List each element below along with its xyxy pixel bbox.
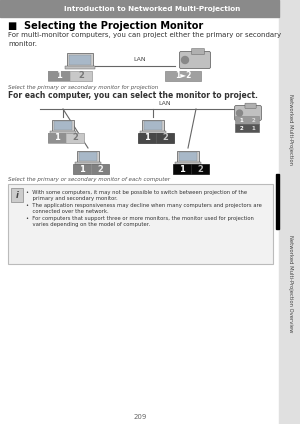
Bar — [138, 133, 174, 143]
Text: 2: 2 — [162, 134, 168, 142]
Text: primary and secondary monitor.: primary and secondary monitor. — [26, 196, 118, 201]
Circle shape — [236, 110, 242, 116]
Text: For multi-monitor computers, you can project either the primary or secondary
mon: For multi-monitor computers, you can pro… — [8, 32, 281, 47]
FancyBboxPatch shape — [235, 106, 261, 120]
Text: 2: 2 — [78, 72, 84, 81]
Bar — [50, 131, 76, 134]
Text: 2: 2 — [72, 134, 78, 142]
Text: 1: 1 — [251, 126, 255, 131]
Text: For each computer, you can select the monitor to project.: For each computer, you can select the mo… — [8, 91, 258, 100]
Text: 2: 2 — [97, 165, 103, 173]
Bar — [48, 133, 66, 143]
Text: •  For computers that support three or more monitors, the monitor used for proje: • For computers that support three or mo… — [26, 216, 254, 221]
Text: varies depending on the model of computer.: varies depending on the model of compute… — [26, 222, 150, 227]
Text: 1: 1 — [79, 165, 85, 173]
Text: 1: 1 — [179, 165, 185, 173]
Bar — [279, 0, 300, 424]
Text: 1: 1 — [239, 117, 243, 123]
Bar — [178, 153, 197, 161]
Bar — [0, 0, 279, 17]
Bar — [235, 124, 259, 132]
Bar — [48, 71, 70, 81]
Text: •  The application responsiveness may decline when many computers and projectors: • The application responsiveness may dec… — [26, 203, 262, 208]
Text: 2: 2 — [239, 126, 243, 131]
Bar — [175, 162, 201, 165]
Text: i: i — [16, 190, 18, 200]
FancyBboxPatch shape — [191, 48, 205, 55]
Text: 1: 1 — [56, 72, 62, 81]
Text: LAN: LAN — [134, 57, 146, 62]
Bar — [65, 66, 95, 69]
Bar — [177, 151, 199, 162]
Bar — [54, 121, 72, 130]
Text: 1: 1 — [144, 134, 150, 142]
Text: 2: 2 — [251, 117, 255, 123]
Text: Select the primary or secondary monitor for projection: Select the primary or secondary monitor … — [8, 85, 158, 90]
Text: LAN: LAN — [159, 101, 171, 106]
Text: 1►2: 1►2 — [175, 72, 191, 81]
Bar — [67, 53, 93, 66]
Text: Networked Multi-Projection: Networked Multi-Projection — [289, 94, 293, 165]
FancyBboxPatch shape — [245, 103, 256, 109]
Bar — [235, 116, 259, 124]
Bar — [69, 55, 91, 64]
Text: Introduction to Networked Multi-Projection: Introduction to Networked Multi-Projecti… — [64, 6, 240, 11]
Bar — [77, 151, 99, 162]
Text: 2: 2 — [197, 165, 203, 173]
Text: connected over the network.: connected over the network. — [26, 209, 109, 214]
Bar — [48, 71, 92, 81]
Bar — [140, 131, 166, 134]
Bar — [165, 71, 201, 81]
Text: •  With some computers, it may not be possible to switch between projection of t: • With some computers, it may not be pos… — [26, 190, 247, 195]
Text: 209: 209 — [133, 414, 147, 420]
Bar — [11, 188, 23, 202]
Text: 1: 1 — [54, 134, 60, 142]
FancyBboxPatch shape — [8, 184, 273, 264]
Bar — [142, 120, 164, 131]
Bar — [79, 153, 98, 161]
Text: ■  Selecting the Projection Monitor: ■ Selecting the Projection Monitor — [8, 21, 203, 31]
Text: Select the primary or secondary monitor of each computer: Select the primary or secondary monitor … — [8, 177, 170, 182]
Text: Networked Multi-Projection Overview: Networked Multi-Projection Overview — [289, 235, 293, 333]
Circle shape — [182, 56, 188, 64]
Bar — [48, 133, 84, 143]
Bar — [75, 162, 101, 165]
FancyBboxPatch shape — [179, 51, 211, 69]
Bar — [173, 164, 209, 174]
Bar — [52, 120, 74, 131]
Bar — [144, 121, 162, 130]
Bar — [73, 164, 109, 174]
Bar — [276, 174, 279, 229]
